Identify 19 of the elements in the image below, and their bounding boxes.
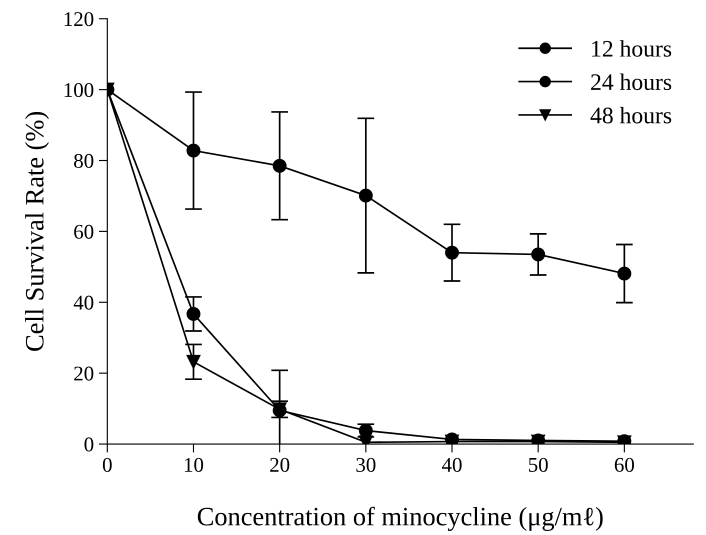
x-tick-label: 20 [270, 458, 290, 472]
legend-label: 24 hours [591, 73, 672, 90]
x-tick-label: 10 [184, 458, 204, 472]
x-tick-label: 40 [442, 458, 462, 472]
legend-label: 12 hours [592, 40, 672, 57]
x-tick-label: 60 [614, 458, 634, 472]
x-tick-label: 30 [356, 458, 376, 472]
y-tick-label: 40 [74, 296, 94, 310]
x-axis-title: Concentration of minocycline (μg/mℓ) [198, 506, 603, 531]
y-tick-label: 120 [64, 12, 94, 26]
y-tick-label: 100 [64, 82, 94, 98]
y-axis-title: Cell Survival Rate (%) [25, 112, 49, 351]
x-tick-label: 0 [102, 458, 112, 472]
y-tick-label: 0 [84, 437, 94, 452]
y-tick-label: 20 [74, 366, 94, 381]
y-tick-label: 80 [74, 154, 94, 168]
x-tick-label: 50 [528, 458, 548, 472]
legend-label: 48 hours [590, 106, 672, 124]
y-tick-label: 60 [74, 224, 94, 239]
